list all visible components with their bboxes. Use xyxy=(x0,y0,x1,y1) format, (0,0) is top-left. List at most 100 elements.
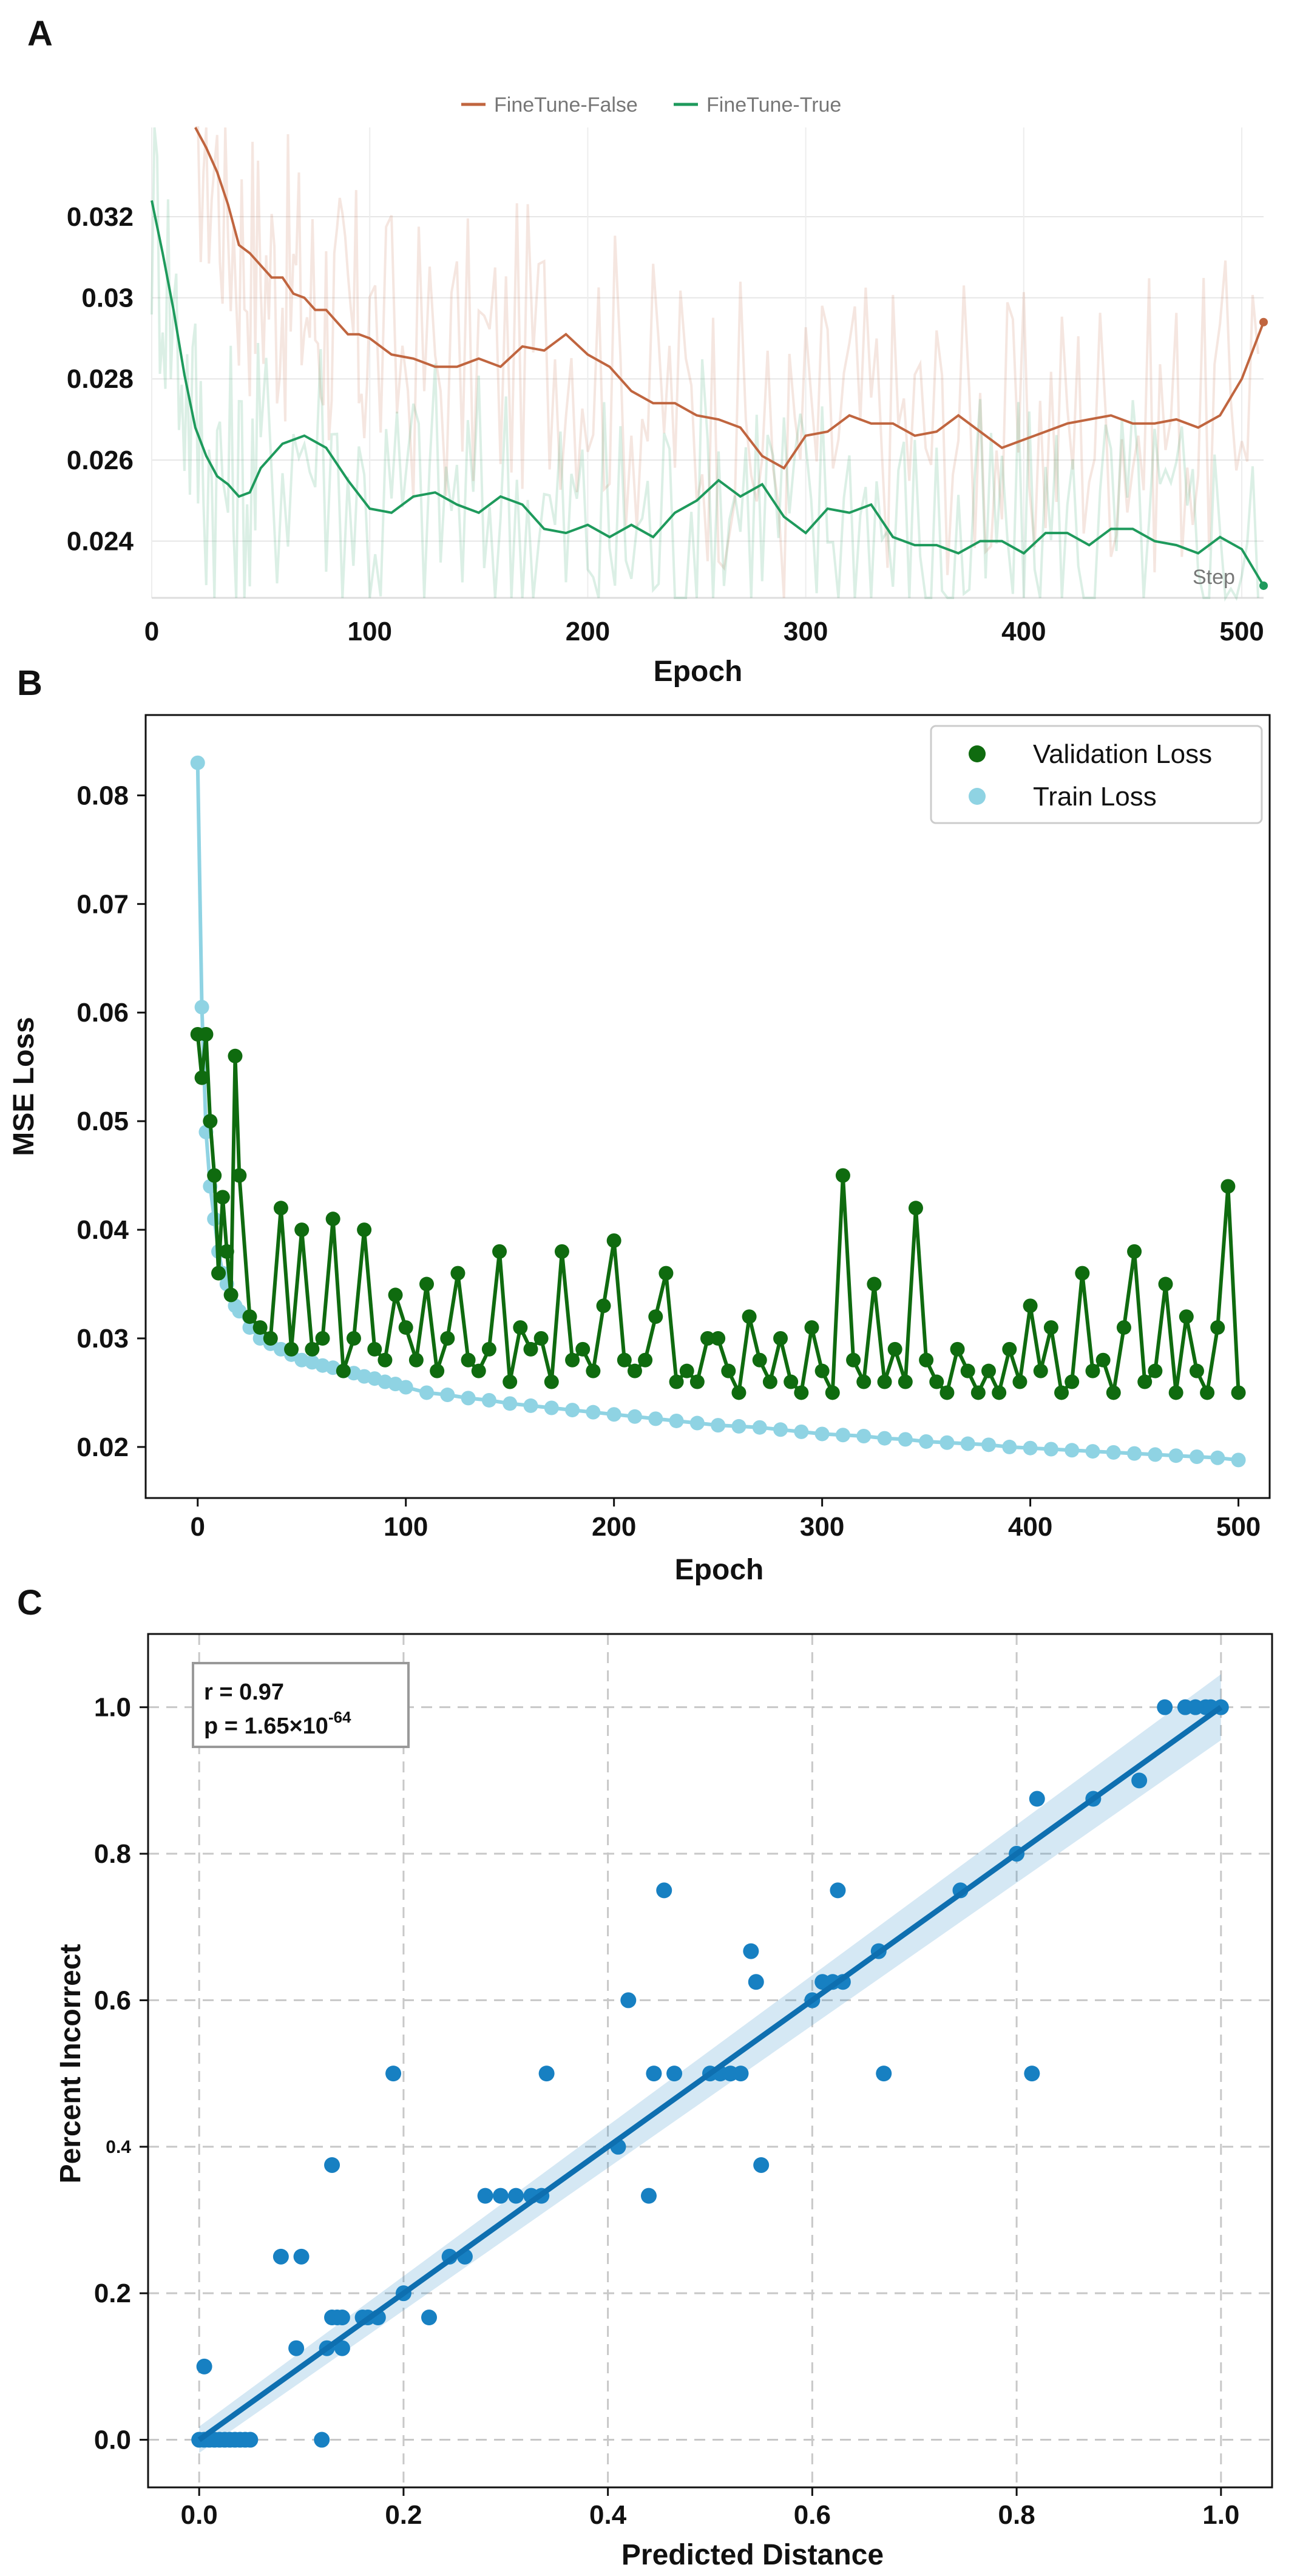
panel-a-series-line-0 xyxy=(194,127,1265,470)
panel-c-point-10 xyxy=(242,2432,259,2448)
panel-b-point-0-31 xyxy=(450,1266,465,1281)
panel-b-point-0-103 xyxy=(1200,1385,1215,1400)
panel-b-point-1-49 xyxy=(877,1431,892,1446)
panel-b-point-0-62 xyxy=(773,1330,788,1346)
panel-b-point-1-47 xyxy=(835,1428,850,1443)
panel-b-point-0-65 xyxy=(804,1320,819,1335)
panel-b-point-0-42 xyxy=(565,1352,580,1368)
panel-b-point-0-48 xyxy=(627,1363,642,1378)
legend-marker-train-loss xyxy=(969,788,986,805)
panel-c-points xyxy=(191,1699,1229,2448)
panel-b-point-0-77 xyxy=(929,1374,944,1389)
panel-c-point-59 xyxy=(1029,1791,1045,1807)
panel-c-point-30 xyxy=(477,2188,493,2204)
panel-c-point-35 xyxy=(538,2066,555,2082)
panel-b-point-0-18 xyxy=(315,1330,330,1346)
panel-b-point-1-53 xyxy=(960,1436,975,1451)
panel-b-point-0-37 xyxy=(513,1320,528,1335)
legend-label-finetune-false: FineTune-False xyxy=(494,93,638,117)
panel-b-point-1-36 xyxy=(606,1407,621,1422)
panel-c: C 0.0 0.2 0.4 0.6 0.8 1.0 0.0 0.2 0.4 0.6 0.8 1.0 P… xyxy=(17,1583,1273,2571)
panel-b-point-0-84 xyxy=(1002,1341,1017,1357)
panel-a-raw-noise xyxy=(151,126,1259,602)
stats-p-exponent: -64 xyxy=(328,1708,351,1726)
panel-b: B 0.02 0.03 0.04 0.05 0.06 0.07 0.08 0 100 200 300… xyxy=(8,663,1271,1586)
stats-r: r = 0.97 xyxy=(204,1679,284,1705)
panel-b-point-0-59 xyxy=(742,1309,757,1324)
stats-box-frame xyxy=(192,1662,410,1748)
panel-b-point-1-27 xyxy=(419,1385,434,1400)
panel-b-point-0-80 xyxy=(960,1363,975,1378)
panel-b-legend-box xyxy=(930,725,1263,824)
stats-p: p = 1.65×10-64 xyxy=(204,1708,351,1739)
panel-b-point-1-52 xyxy=(939,1435,955,1450)
panel-b-point-0-64 xyxy=(794,1385,809,1400)
panel-b-legend[interactable]: Validation Loss Train Loss xyxy=(930,725,1263,824)
panel-c-letter: C xyxy=(17,1583,42,1622)
panel-c-point-58 xyxy=(1024,2066,1040,2082)
panel-a-series-line-1 xyxy=(151,200,1265,587)
panel-b-point-1-30 xyxy=(481,1392,496,1408)
panel-b-point-1-57 xyxy=(1043,1442,1058,1457)
panel-b-point-0-24 xyxy=(377,1352,393,1368)
panel-b-point-0-74 xyxy=(898,1374,913,1389)
panel-c-point-21 xyxy=(334,2310,350,2326)
panel-b-point-1-55 xyxy=(1002,1439,1017,1454)
panel-b-point-1-51 xyxy=(919,1434,934,1449)
panel-b-point-1-60 xyxy=(1106,1445,1121,1460)
panel-b-point-0-52 xyxy=(669,1374,684,1389)
panel-b-point-0-30 xyxy=(440,1330,455,1346)
panel-c-point-25 xyxy=(385,2066,402,2082)
panel-b-point-0-102 xyxy=(1189,1363,1204,1378)
panel-b-point-0-19 xyxy=(325,1212,340,1227)
panel-b-point-0-29 xyxy=(430,1363,445,1378)
panel-c-y-tick-5: 1.0 xyxy=(94,1693,131,1723)
panel-b-point-0-96 xyxy=(1127,1244,1142,1259)
panel-b-point-0-94 xyxy=(1106,1385,1121,1400)
panel-b-point-0-44 xyxy=(586,1363,601,1378)
panel-a-ticks: 0.024 0.026 0.028 0.03 0.032 0 100 200 300 400 500 xyxy=(67,202,1264,646)
legend-marker-validation-loss xyxy=(969,745,986,762)
panel-c-ticks: 0.0 0.2 0.4 0.6 0.8 1.0 0.0 0.2 0.4 0.6 0.8 1.0 xyxy=(94,1693,1240,2530)
panel-c-y-tick-1: 0.2 xyxy=(94,2279,131,2308)
panel-b-point-0-4 xyxy=(207,1168,222,1183)
panel-c-y-tick-3: 0.6 xyxy=(94,1985,131,2015)
panel-c-confidence-band xyxy=(199,1674,1221,2453)
panel-b-point-0-101 xyxy=(1179,1309,1194,1324)
panel-b-point-0-78 xyxy=(939,1385,955,1400)
panel-b-point-1-54 xyxy=(981,1437,996,1452)
panel-b-series xyxy=(190,755,1246,1468)
panel-b-point-1-56 xyxy=(1023,1440,1038,1456)
panel-b-point-0-71 xyxy=(867,1276,882,1292)
panel-c-point-61 xyxy=(1131,1772,1148,1789)
panel-b-point-0-35 xyxy=(492,1244,507,1259)
panel-b-point-0-66 xyxy=(814,1363,830,1378)
panel-b-letter: B xyxy=(17,663,42,703)
stats-p-prefix: p = 1.65×10 xyxy=(204,1713,328,1739)
panel-b-point-0-95 xyxy=(1116,1320,1131,1335)
panel-b-point-0-38 xyxy=(523,1341,538,1357)
panel-a-y-tick-2: 0.028 xyxy=(67,364,134,394)
panel-b-point-0-32 xyxy=(461,1352,476,1368)
panel-a-legend[interactable]: FineTune-False FineTune-True xyxy=(461,93,841,117)
panel-b-point-0-70 xyxy=(856,1374,872,1389)
panel-c-point-55 xyxy=(876,2066,892,2082)
panel-c-point-14 xyxy=(288,2340,305,2356)
panel-b-point-0-93 xyxy=(1095,1352,1111,1368)
panel-b-point-0-106 xyxy=(1231,1385,1246,1400)
panel-b-y-tick-4: 0.06 xyxy=(76,998,129,1028)
panel-a-y-tick-3: 0.03 xyxy=(81,283,134,313)
panel-b-point-1-38 xyxy=(648,1411,663,1426)
panel-b-point-1-44 xyxy=(773,1422,788,1437)
panel-b-point-0-17 xyxy=(305,1341,320,1357)
panel-b-point-0-105 xyxy=(1220,1179,1236,1194)
panel-b-point-0-34 xyxy=(481,1341,496,1357)
panel-c-x-tick-0: 0.0 xyxy=(181,2500,218,2530)
panel-c-point-45 xyxy=(733,2066,749,2082)
panel-c-point-38 xyxy=(640,2188,657,2204)
panel-b-point-0-49 xyxy=(638,1352,653,1368)
panel-b-x-tick-0: 0 xyxy=(190,1512,205,1542)
panel-b-point-0-97 xyxy=(1137,1374,1153,1389)
panel-c-regression-line xyxy=(197,1705,1223,2442)
